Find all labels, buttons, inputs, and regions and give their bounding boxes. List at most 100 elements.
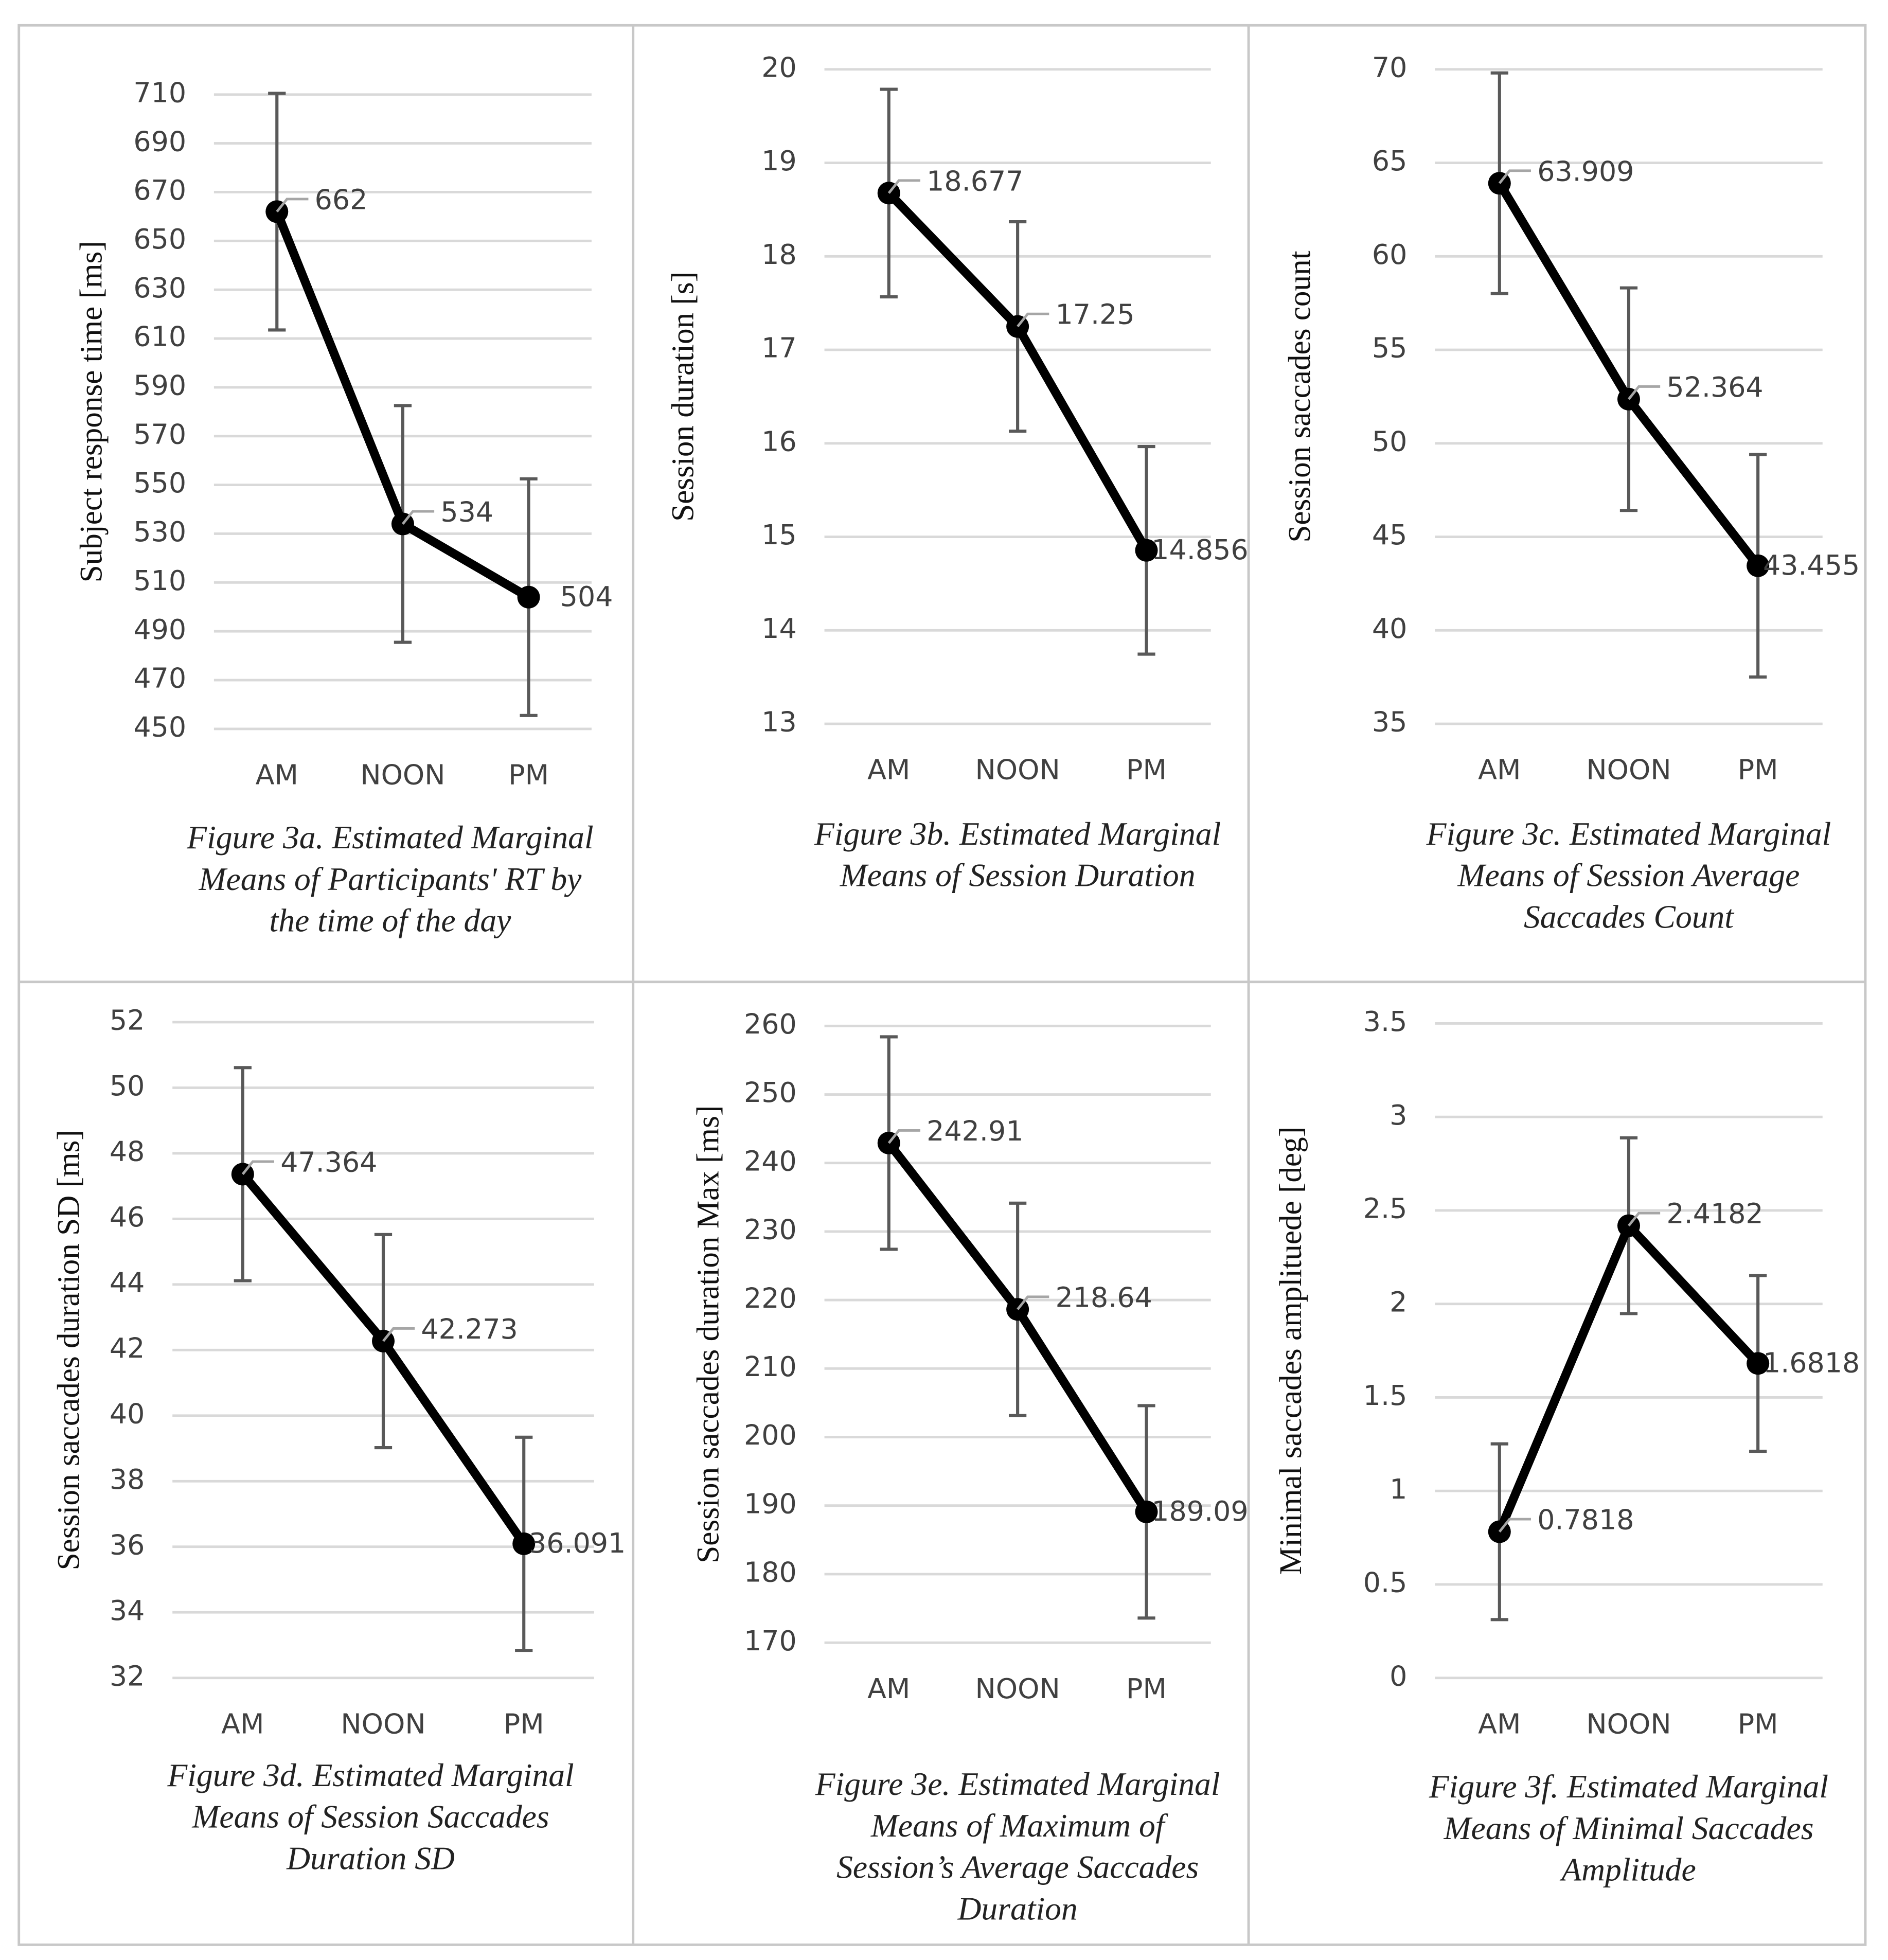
label-leader <box>1628 1211 1661 1227</box>
caption: Duration <box>957 1890 1077 1927</box>
y-axis-title: Subject response time [ms] <box>74 241 109 582</box>
y-tick-label: 34 <box>110 1594 145 1627</box>
y-tick-label: 46 <box>110 1201 145 1233</box>
data-label: 42.273 <box>421 1313 518 1345</box>
y-tick-label: 610 <box>133 320 186 353</box>
x-tick-label: AM <box>867 754 910 786</box>
y-tick-label: 200 <box>744 1419 797 1451</box>
y-tick-label: 36 <box>110 1528 145 1561</box>
y-tick-label: 550 <box>133 467 186 499</box>
x-tick-label: PM <box>1126 1672 1167 1705</box>
y-tick-label: 20 <box>761 51 796 83</box>
data-label: 218.64 <box>1056 1281 1152 1313</box>
y-tick-label: 220 <box>744 1282 797 1314</box>
y-tick-label: 530 <box>133 515 186 548</box>
data-label: 504 <box>560 580 613 613</box>
y-tick-label: 42 <box>110 1332 145 1364</box>
y-tick-label: 710 <box>133 76 186 109</box>
y-tick-label: 240 <box>744 1145 797 1177</box>
caption: Means of Session Saccades <box>191 1798 549 1835</box>
y-axis-title: Session saccades count <box>1282 251 1317 542</box>
y-tick-label: 180 <box>744 1556 797 1589</box>
caption: Duration SD <box>286 1840 455 1876</box>
label-leader <box>382 1327 415 1342</box>
y-tick-label: 45 <box>1372 519 1407 551</box>
y-tick-label: 670 <box>133 174 186 206</box>
y-tick-label: 260 <box>744 1008 797 1040</box>
y-tick-label: 40 <box>1372 612 1407 645</box>
x-tick-label: NOON <box>1586 1707 1671 1740</box>
y-tick-label: 60 <box>1372 238 1407 271</box>
data-label: 662 <box>315 183 368 216</box>
caption: Saccades Count <box>1524 898 1734 935</box>
y-tick-label: 17 <box>761 332 796 364</box>
y-tick-label: 40 <box>110 1397 145 1430</box>
y-tick-label: 70 <box>1372 51 1407 83</box>
data-label: 47.364 <box>280 1146 377 1179</box>
y-tick-label: 50 <box>1372 425 1407 457</box>
y-tick-label: 590 <box>133 369 186 402</box>
y-tick-label: 450 <box>133 711 186 743</box>
y-axis-title: Session duration [s] <box>665 272 700 522</box>
x-tick-label: AM <box>867 1672 910 1705</box>
label-leader <box>241 1160 274 1175</box>
caption: Figure 3d. Estimated Marginal <box>167 1757 574 1793</box>
x-tick-label: PM <box>1738 754 1778 786</box>
data-label: 18.677 <box>927 165 1023 197</box>
y-tick-label: 650 <box>133 223 186 255</box>
x-tick-label: AM <box>1478 1707 1521 1740</box>
data-label: 43.455 <box>1763 549 1860 581</box>
y-tick-label: 1 <box>1390 1473 1407 1505</box>
y-tick-label: 14 <box>761 612 796 645</box>
x-tick-label: NOON <box>360 759 445 791</box>
caption: Figure 3c. Estimated Marginal <box>1426 815 1831 852</box>
caption: Session’s Average Saccades <box>836 1849 1199 1885</box>
x-tick-label: NOON <box>975 754 1060 786</box>
data-point <box>1747 1352 1770 1375</box>
y-tick-label: 2 <box>1390 1286 1407 1318</box>
caption: the time of the day <box>270 902 512 939</box>
x-tick-label: AM <box>256 759 298 791</box>
data-label: 0.7818 <box>1537 1504 1634 1536</box>
y-tick-label: 510 <box>133 564 186 597</box>
label-leader <box>1017 1295 1049 1310</box>
data-label: 14.856 <box>1151 533 1248 566</box>
caption: Means of Participants' RT by <box>199 861 582 897</box>
y-tick-label: 0 <box>1390 1660 1407 1692</box>
x-tick-label: PM <box>1126 754 1167 786</box>
data-label: 52.364 <box>1666 371 1763 403</box>
y-tick-label: 38 <box>110 1463 145 1495</box>
y-tick-label: 52 <box>110 1004 145 1037</box>
data-label: 17.25 <box>1056 298 1135 331</box>
x-tick-label: NOON <box>975 1672 1060 1705</box>
y-tick-label: 18 <box>761 238 796 271</box>
y-tick-label: 3 <box>1390 1099 1407 1131</box>
data-label: 2.4182 <box>1666 1198 1763 1230</box>
x-tick-label: AM <box>1478 754 1521 786</box>
caption: Amplitude <box>1559 1851 1696 1888</box>
y-tick-label: 19 <box>761 145 796 177</box>
label-leader <box>887 179 920 194</box>
data-point <box>517 585 540 609</box>
y-tick-label: 230 <box>744 1214 797 1246</box>
y-axis-title: Session saccades duration SD [ms] <box>51 1130 86 1570</box>
x-tick-label: NOON <box>341 1707 425 1740</box>
y-tick-label: 3.5 <box>1363 1005 1408 1038</box>
x-tick-label: PM <box>508 759 549 791</box>
y-tick-label: 35 <box>1372 706 1407 738</box>
label-leader <box>276 198 309 212</box>
y-tick-label: 0.5 <box>1363 1566 1408 1599</box>
y-tick-label: 55 <box>1372 332 1407 364</box>
caption: Figure 3e. Estimated Marginal <box>815 1766 1220 1802</box>
data-label: 1.6818 <box>1763 1346 1860 1379</box>
y-tick-label: 490 <box>133 613 186 646</box>
label-leader <box>402 510 435 525</box>
y-tick-label: 690 <box>133 125 186 157</box>
y-tick-label: 630 <box>133 272 186 304</box>
data-label: 189.09 <box>1151 1495 1248 1527</box>
y-tick-label: 48 <box>110 1135 145 1168</box>
label-leader <box>887 1129 920 1144</box>
y-tick-label: 210 <box>744 1350 797 1383</box>
x-tick-label: NOON <box>1586 754 1671 786</box>
